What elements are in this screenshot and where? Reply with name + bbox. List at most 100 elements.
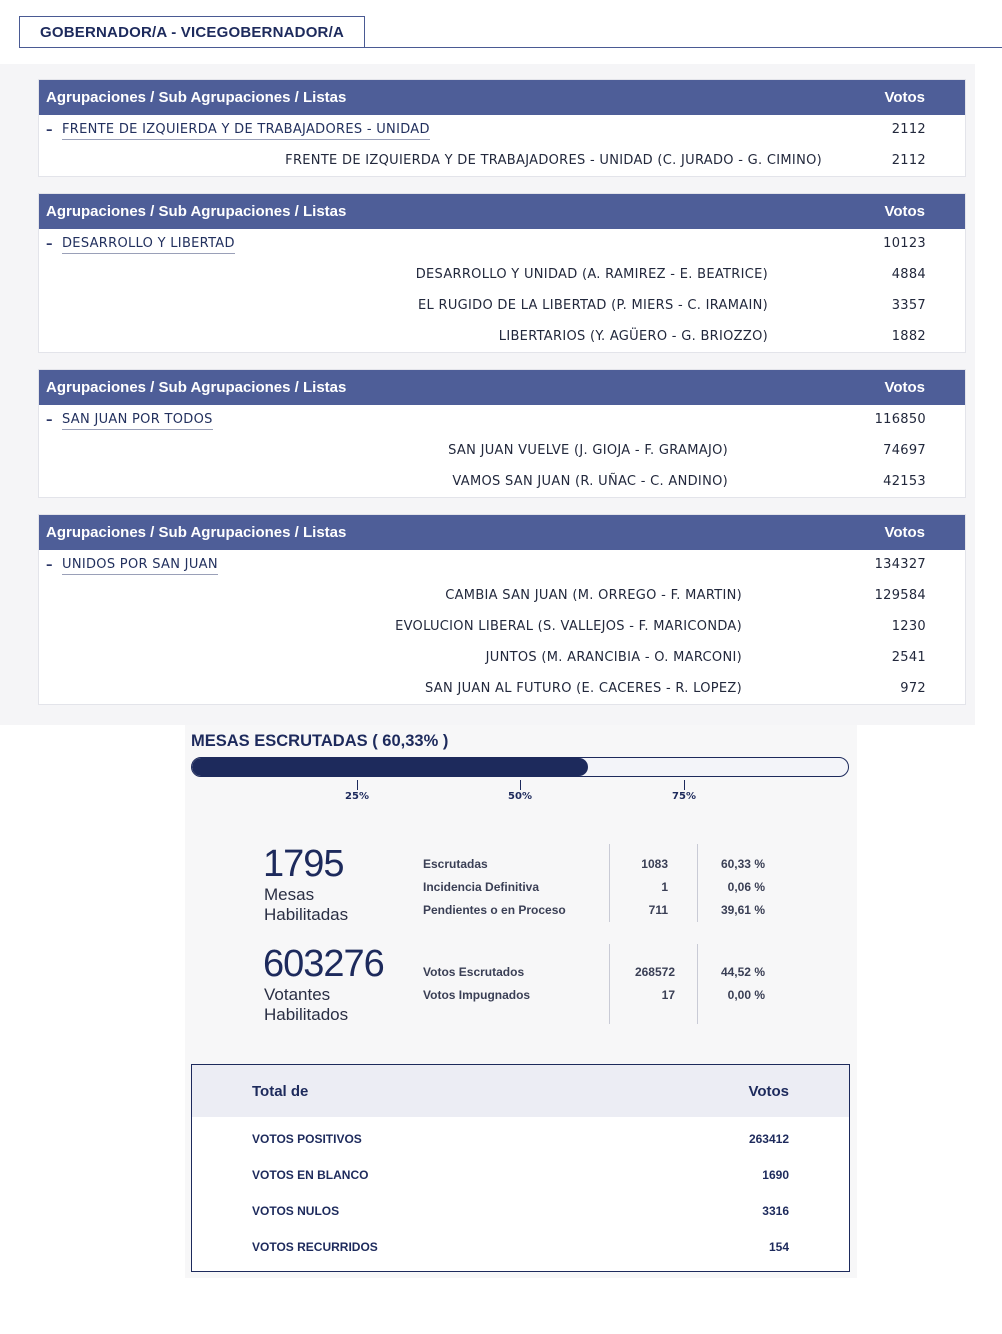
totals-header-right: Votos xyxy=(748,1082,789,1100)
divider xyxy=(609,844,610,922)
list-name: SAN JUAN VUELVE (J. GIOJA - F. GRAMAJO) xyxy=(448,443,728,458)
group-name-link[interactable]: UNIDOS POR SAN JUAN xyxy=(62,557,218,575)
stat-count: 1 xyxy=(661,880,668,894)
tab-gobernador[interactable]: GOBERNADOR/A - VICEGOBERNADOR/A xyxy=(19,16,365,47)
group-header: Agrupaciones / Sub Agrupaciones / Listas… xyxy=(39,80,965,115)
list-votes: 4884 xyxy=(891,267,926,282)
totals-header-left: Total de xyxy=(252,1082,309,1100)
header-votos: Votos xyxy=(884,203,925,220)
list-votes: 1882 xyxy=(891,329,926,344)
header-agrupaciones: Agrupaciones / Sub Agrupaciones / Listas xyxy=(46,89,347,106)
results-area-gutter xyxy=(975,64,1002,626)
mesas-escrutadas-title: MESAS ESCRUTADAS ( 60,33% ) xyxy=(191,732,449,750)
list-votes: 129584 xyxy=(874,588,926,603)
list-name: EL RUGIDO DE LA LIBERTAD (P. MIERS - C. … xyxy=(418,298,768,313)
list-row: SAN JUAN VUELVE (J. GIOJA - F. GRAMAJO) … xyxy=(39,436,965,467)
stat-pct: 39,61 % xyxy=(720,903,765,917)
totals-value: 154 xyxy=(768,1240,789,1254)
list-row: CAMBIA SAN JUAN (M. ORREGO - F. MARTIN) … xyxy=(39,581,965,612)
list-row: JUNTOS (M. ARANCIBIA - O. MARCONI) 2541 xyxy=(39,643,965,674)
header-agrupaciones: Agrupaciones / Sub Agrupaciones / Listas xyxy=(46,524,347,541)
list-name: VAMOS SAN JUAN (R. UÑAC - C. ANDINO) xyxy=(452,474,728,489)
list-name: EVOLUCION LIBERAL (S. VALLEJOS - F. MARI… xyxy=(395,619,742,634)
list-name: FRENTE DE IZQUIERDA Y DE TRABAJADORES - … xyxy=(285,153,822,168)
stat-pct: 0,00 % xyxy=(727,988,765,1002)
header-agrupaciones: Agrupaciones / Sub Agrupaciones / Listas xyxy=(46,379,347,396)
totals-label: VOTOS POSITIVOS xyxy=(252,1132,362,1146)
stat-label: Votos Impugnados xyxy=(423,988,531,1002)
mesas-habilitadas-value: 1795 xyxy=(263,843,345,885)
stat-count: 711 xyxy=(648,903,668,917)
label-line: Votantes xyxy=(264,985,331,1004)
label-line: Mesas xyxy=(264,885,315,904)
group-header: Agrupaciones / Sub Agrupaciones / Listas… xyxy=(39,194,965,229)
list-votes: 2112 xyxy=(891,153,926,168)
collapse-icon[interactable]: – xyxy=(46,123,53,138)
list-name: CAMBIA SAN JUAN (M. ORREGO - F. MARTIN) xyxy=(445,588,742,603)
stat-pct: 0,06 % xyxy=(727,880,765,894)
divider xyxy=(609,944,610,1024)
collapse-icon[interactable]: – xyxy=(46,413,53,428)
stat-count: 268572 xyxy=(634,965,675,979)
totals-table: Total de Votos VOTOS POSITIVOS 263412 VO… xyxy=(191,1064,850,1272)
header-votos: Votos xyxy=(884,379,925,396)
group-votes: 116850 xyxy=(874,412,926,427)
group-header: Agrupaciones / Sub Agrupaciones / Listas… xyxy=(39,370,965,405)
list-row: EVOLUCION LIBERAL (S. VALLEJOS - F. MARI… xyxy=(39,612,965,643)
list-row: DESARROLLO Y UNIDAD (A. RAMIREZ - E. BEA… xyxy=(39,260,965,291)
group-table: Agrupaciones / Sub Agrupaciones / Listas… xyxy=(38,514,966,705)
collapse-icon[interactable]: – xyxy=(46,558,53,573)
totals-label: VOTOS EN BLANCO xyxy=(252,1168,369,1182)
header-votos: Votos xyxy=(884,89,925,106)
group-name-link[interactable]: SAN JUAN POR TODOS xyxy=(62,412,213,430)
tick-label-25: 25% xyxy=(345,791,369,802)
tick-label-75: 75% xyxy=(672,791,696,802)
header-agrupaciones: Agrupaciones / Sub Agrupaciones / Listas xyxy=(46,203,347,220)
group-row[interactable]: – DESARROLLO Y LIBERTAD 10123 xyxy=(39,229,965,260)
tick-50 xyxy=(520,780,521,790)
stat-pct: 60,33 % xyxy=(720,857,765,871)
tab-underline xyxy=(19,47,1002,48)
stat-count: 1083 xyxy=(641,857,668,871)
list-votes: 1230 xyxy=(891,619,926,634)
group-header: Agrupaciones / Sub Agrupaciones / Listas… xyxy=(39,515,965,550)
group-votes: 2112 xyxy=(891,122,926,137)
group-name-link[interactable]: DESARROLLO Y LIBERTAD xyxy=(62,236,235,254)
list-votes: 2541 xyxy=(891,650,926,665)
totals-value: 263412 xyxy=(748,1132,789,1146)
label-line: Habilitados xyxy=(264,1005,349,1024)
group-votes: 134327 xyxy=(874,557,926,572)
stat-label: Pendientes o en Proceso xyxy=(423,903,566,917)
group-row[interactable]: – FRENTE DE IZQUIERDA Y DE TRABAJADORES … xyxy=(39,115,965,146)
list-name: SAN JUAN AL FUTURO (E. CACERES - R. LOPE… xyxy=(425,681,742,696)
totals-label: VOTOS NULOS xyxy=(252,1204,340,1218)
list-votes: 42153 xyxy=(883,474,926,489)
votantes-habilitados-value: 603276 xyxy=(263,943,385,985)
list-name: LIBERTARIOS (Y. AGÜERO - G. BRIOZZO) xyxy=(498,329,768,344)
progress-fill xyxy=(192,758,588,776)
totals-value: 1690 xyxy=(762,1168,789,1182)
mesas-habilitadas-label: Mesas Habilitadas xyxy=(264,885,348,925)
stat-pct: 44,52 % xyxy=(720,965,765,979)
tick-label-50: 50% xyxy=(508,791,532,802)
collapse-icon[interactable]: – xyxy=(46,237,53,252)
group-table: Agrupaciones / Sub Agrupaciones / Listas… xyxy=(38,193,966,353)
list-votes: 3357 xyxy=(891,298,926,313)
divider xyxy=(697,944,698,1024)
group-row[interactable]: – SAN JUAN POR TODOS 116850 xyxy=(39,405,965,436)
group-name-link[interactable]: FRENTE DE IZQUIERDA Y DE TRABAJADORES - … xyxy=(62,122,430,140)
list-row: LIBERTARIOS (Y. AGÜERO - G. BRIOZZO) 188… xyxy=(39,322,965,353)
group-table: Agrupaciones / Sub Agrupaciones / Listas… xyxy=(38,79,966,177)
list-name: JUNTOS (M. ARANCIBIA - O. MARCONI) xyxy=(485,650,742,665)
totals-row: VOTOS EN BLANCO 1690 xyxy=(252,1168,789,1188)
list-votes: 972 xyxy=(900,681,926,696)
list-row: FRENTE DE IZQUIERDA Y DE TRABAJADORES - … xyxy=(39,146,965,177)
group-row[interactable]: – UNIDOS POR SAN JUAN 134327 xyxy=(39,550,965,581)
totals-row: VOTOS RECURRIDOS 154 xyxy=(252,1240,789,1260)
list-name: DESARROLLO Y UNIDAD (A. RAMIREZ - E. BEA… xyxy=(415,267,768,282)
list-row: SAN JUAN AL FUTURO (E. CACERES - R. LOPE… xyxy=(39,674,965,705)
list-votes: 74697 xyxy=(883,443,926,458)
stat-label: Escrutadas xyxy=(423,857,488,871)
header-votos: Votos xyxy=(884,524,925,541)
mesas-progress-bar xyxy=(191,757,849,777)
